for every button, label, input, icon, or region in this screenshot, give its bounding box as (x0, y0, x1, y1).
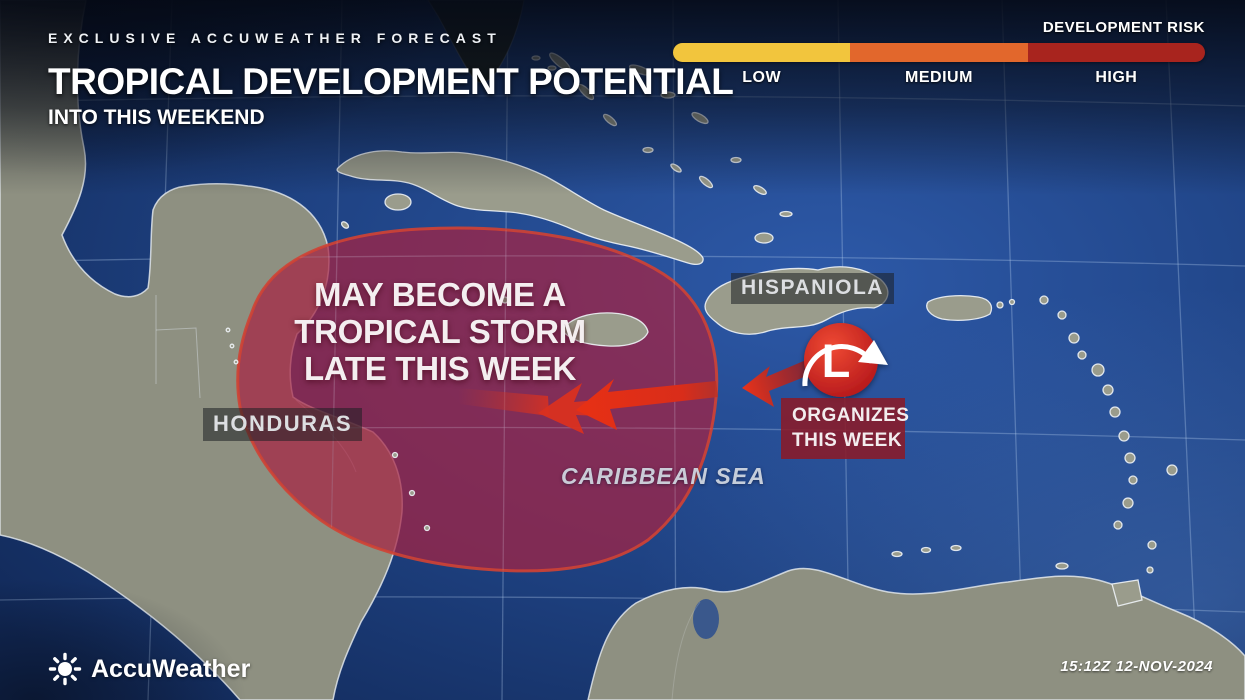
organizes-annotation: ORGANIZES THIS WEEK (781, 398, 910, 459)
lake-maracaibo (693, 599, 719, 639)
movement-arrows (458, 360, 812, 434)
islands-abc (891, 544, 1069, 570)
top-left-shade (0, 0, 700, 320)
small-west-arrow (538, 383, 600, 434)
risk-area-line-2: TROPICAL STORM (294, 313, 586, 350)
legend-labels-row: LOW MEDIUM HIGH (673, 69, 1205, 87)
rotation-arrow-head (858, 340, 888, 365)
risk-area-line-1: MAY BECOME A (314, 276, 566, 313)
label-honduras: HONDURAS (203, 408, 363, 441)
legend-title: DEVELOPMENT RISK (1042, 19, 1205, 36)
island-puerto-rico (926, 295, 993, 321)
island-tobago (1146, 566, 1154, 574)
kicker-text: EXCLUSIVE ACCUWEATHER FORECAST (48, 30, 502, 46)
low-track-arrow (742, 360, 812, 407)
timestamp: 15:12Z 12-NOV-2024 (1060, 658, 1213, 675)
legend-segment-medium (850, 43, 1028, 62)
landmass-south-america (587, 567, 1245, 700)
rotation-arrow-arc (802, 344, 875, 387)
islands-lesser-antilles (996, 295, 1178, 550)
low-pressure-circle (804, 323, 878, 397)
brand-name: AccuWeather (91, 654, 251, 683)
low-pressure-letter: L (822, 334, 851, 387)
legend-label-high: HIGH (1095, 69, 1138, 86)
legend-segment-high (1027, 43, 1205, 62)
page-subtitle: INTO THIS WEEKEND (48, 106, 265, 129)
legend-label-medium: MEDIUM (905, 69, 973, 86)
page-title: TROPICAL DEVELOPMENT POTENTIAL (48, 61, 734, 102)
risk-area-annotation: MAY BECOME A TROPICAL STORM LATE THIS WE… (275, 276, 605, 387)
legend-label-low: LOW (742, 69, 782, 86)
organizes-line-2: THIS WEEK (792, 430, 903, 451)
accuweather-logo: AccuWeather (48, 652, 250, 686)
legend-color-bar (673, 43, 1205, 62)
low-pressure-symbol: L (802, 323, 888, 397)
island-trinidad (1111, 579, 1143, 607)
risk-area-line-3: LATE THIS WEEK (303, 350, 576, 387)
organizes-line-1: ORGANIZES (792, 405, 910, 426)
large-west-arrow (576, 379, 718, 430)
development-risk-legend: DEVELOPMENT RISK LOW MEDIUM HIGH (673, 19, 1205, 87)
fading-trail-arrow (458, 388, 549, 416)
label-hispaniola: HISPANIOLA (731, 273, 894, 304)
header: EXCLUSIVE ACCUWEATHER FORECAST TROPICAL … (48, 30, 734, 130)
label-caribbean-sea: CARIBBEAN SEA (561, 463, 766, 489)
sun-icon (48, 652, 82, 686)
legend-segment-low (673, 43, 851, 62)
